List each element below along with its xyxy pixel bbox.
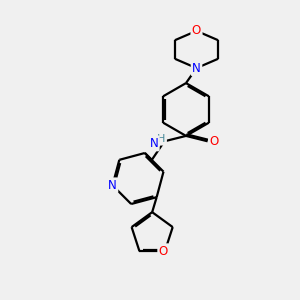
Text: O: O xyxy=(192,24,201,38)
Text: N: N xyxy=(192,61,201,75)
Text: H: H xyxy=(157,134,166,144)
Text: O: O xyxy=(210,135,219,148)
Text: N: N xyxy=(149,137,158,150)
Text: O: O xyxy=(159,245,168,258)
Text: N: N xyxy=(108,179,117,192)
